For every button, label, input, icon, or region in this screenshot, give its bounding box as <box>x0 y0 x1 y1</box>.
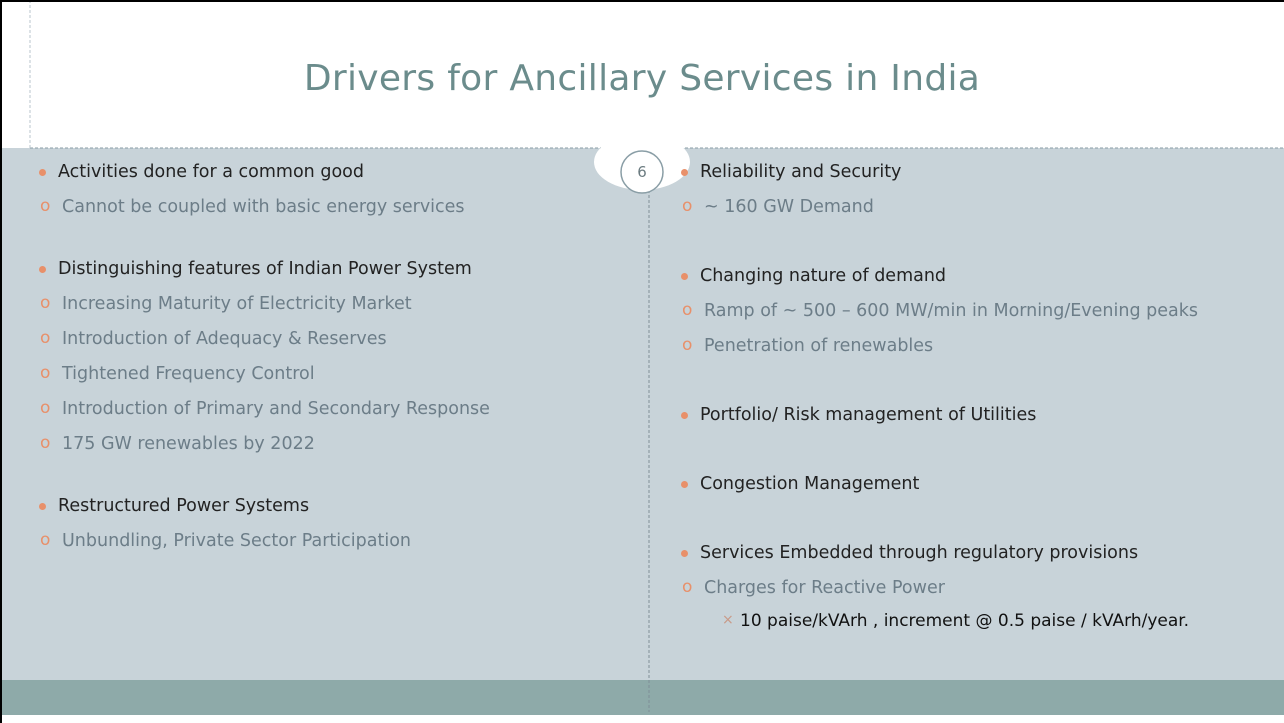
sub-bullet-item: Increasing Maturity of Electricity Marke… <box>40 291 630 317</box>
bullet-item: Changing nature of demand <box>681 264 1272 289</box>
bullet-item: Activities done for a common good <box>39 160 630 185</box>
page-number: 6 <box>637 163 647 181</box>
left-column: Activities done for a common good Cannot … <box>39 160 630 554</box>
sub-sub-bullet-item: 10 paise/kVArh , increment @ 0.5 paise /… <box>722 608 1272 634</box>
sub-bullet-item: Unbundling, Private Sector Participation <box>40 528 630 554</box>
bullet-item: Reliability and Security <box>681 160 1272 185</box>
bullet-item: Portfolio/ Risk management of Utilities <box>681 403 1272 428</box>
bullet-item: Congestion Management <box>681 472 1272 497</box>
sub-bullet-item: Tightened Frequency Control <box>40 361 630 387</box>
sub-bullet-item: ~ 160 GW Demand <box>682 194 1272 220</box>
bullet-item: Restructured Power Systems <box>39 494 630 519</box>
sub-bullet-item: Cannot be coupled with basic energy serv… <box>40 194 630 220</box>
footer-band <box>0 680 1284 715</box>
sub-bullet-item: Introduction of Adequacy & Reserves <box>40 326 630 352</box>
sub-bullet-item: Charges for Reactive Power <box>682 575 1272 601</box>
bullet-item: Services Embedded through regulatory pro… <box>681 541 1272 566</box>
sub-bullet-item: Penetration of renewables <box>682 333 1272 359</box>
sub-bullet-item: 175 GW renewables by 2022 <box>40 431 630 457</box>
number-badge <box>620 150 664 194</box>
sub-bullet-item: Ramp of ~ 500 – 600 MW/min in Morning/Ev… <box>682 298 1272 324</box>
right-column: Reliability and Security ~ 160 GW Demand C… <box>681 160 1272 634</box>
bullet-item: Distinguishing features of Indian Power … <box>39 257 630 282</box>
slide-title: Drivers for Ancillary Services in India <box>303 58 981 99</box>
sub-bullet-item: Introduction of Primary and Secondary Re… <box>40 396 630 422</box>
